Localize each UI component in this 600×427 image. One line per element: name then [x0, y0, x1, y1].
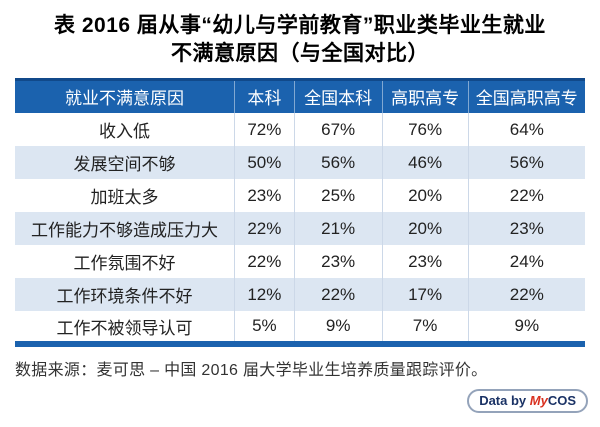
reason-cell: 工作能力不够造成压力大 — [15, 212, 235, 246]
value-cell: 46% — [382, 146, 469, 180]
mycos-logo: Data by MyCOS — [467, 389, 588, 413]
value-cell: 7% — [382, 311, 469, 348]
value-cell: 22% — [234, 245, 295, 279]
table-row: 工作氛围不好 22% 23% 23% 24% — [15, 245, 585, 279]
column-header: 本科 — [234, 77, 295, 114]
value-cell: 56% — [468, 146, 585, 180]
reason-cell: 工作不被领导认可 — [15, 311, 235, 348]
value-cell: 22% — [468, 179, 585, 213]
value-cell: 17% — [382, 278, 469, 312]
column-header: 全国高职高专 — [468, 77, 585, 114]
dissatisfaction-table: 就业不满意原因 本科 全国本科 高职高专 全国高职高专 收入低 72% 67% 76% 64% 发… — [15, 77, 585, 348]
title-line-1: 表 2016 届从事“幼儿与学前教育”职业类毕业生就业 — [54, 14, 546, 37]
value-cell: 23% — [382, 245, 469, 279]
table-row: 工作不被领导认可 5% 9% 7% 9% — [15, 311, 585, 348]
reason-cell: 工作氛围不好 — [15, 245, 235, 279]
value-cell: 25% — [294, 179, 383, 213]
logo-prefix: Data by — [479, 393, 530, 408]
value-cell: 64% — [468, 113, 585, 147]
value-cell: 9% — [294, 311, 383, 348]
value-cell: 72% — [234, 113, 295, 147]
table-row: 工作环境条件不好 12% 22% 17% 22% — [15, 278, 585, 312]
column-header: 高职高专 — [382, 77, 469, 114]
reason-cell: 发展空间不够 — [15, 146, 235, 180]
logo-brand-my: My — [529, 393, 548, 408]
value-cell: 20% — [382, 212, 469, 246]
data-source-note: 数据来源：麦可思 – 中国 2016 届大学毕业生培养质量跟踪评价。 — [15, 362, 488, 380]
value-cell: 5% — [234, 311, 295, 348]
value-cell: 24% — [468, 245, 585, 279]
value-cell: 22% — [294, 278, 383, 312]
column-header: 全国本科 — [294, 77, 383, 114]
value-cell: 56% — [294, 146, 383, 180]
table-body: 收入低 72% 67% 76% 64% 发展空间不够 50% 56% 46% 56% 加班太多 23%… — [15, 113, 585, 348]
value-cell: 50% — [234, 146, 295, 180]
value-cell: 23% — [468, 212, 585, 246]
value-cell: 76% — [382, 113, 469, 147]
value-cell: 22% — [468, 278, 585, 312]
value-cell: 67% — [294, 113, 383, 147]
table-head: 就业不满意原因 本科 全国本科 高职高专 全国高职高专 — [15, 77, 585, 114]
header-row: 就业不满意原因 本科 全国本科 高职高专 全国高职高专 — [15, 77, 585, 114]
value-cell: 20% — [382, 179, 469, 213]
value-cell: 9% — [468, 311, 585, 348]
reason-cell: 收入低 — [15, 113, 235, 147]
page-title: 表 2016 届从事“幼儿与学前教育”职业类毕业生就业 不满意原因（与全国对比） — [18, 12, 582, 69]
logo-brand-cos: COS — [547, 393, 576, 408]
table-row: 发展空间不够 50% 56% 46% 56% — [15, 146, 585, 180]
reason-cell: 工作环境条件不好 — [15, 278, 235, 312]
value-cell: 21% — [294, 212, 383, 246]
reason-cell: 加班太多 — [15, 179, 235, 213]
table-row: 工作能力不够造成压力大 22% 21% 20% 23% — [15, 212, 585, 246]
column-header: 就业不满意原因 — [15, 77, 235, 114]
value-cell: 23% — [294, 245, 383, 279]
table-row: 加班太多 23% 25% 20% 22% — [15, 179, 585, 213]
table-row: 收入低 72% 67% 76% 64% — [15, 113, 585, 147]
title-line-2: 不满意原因（与全国对比） — [171, 42, 429, 66]
value-cell: 23% — [234, 179, 295, 213]
value-cell: 12% — [234, 278, 295, 312]
value-cell: 22% — [234, 212, 295, 246]
